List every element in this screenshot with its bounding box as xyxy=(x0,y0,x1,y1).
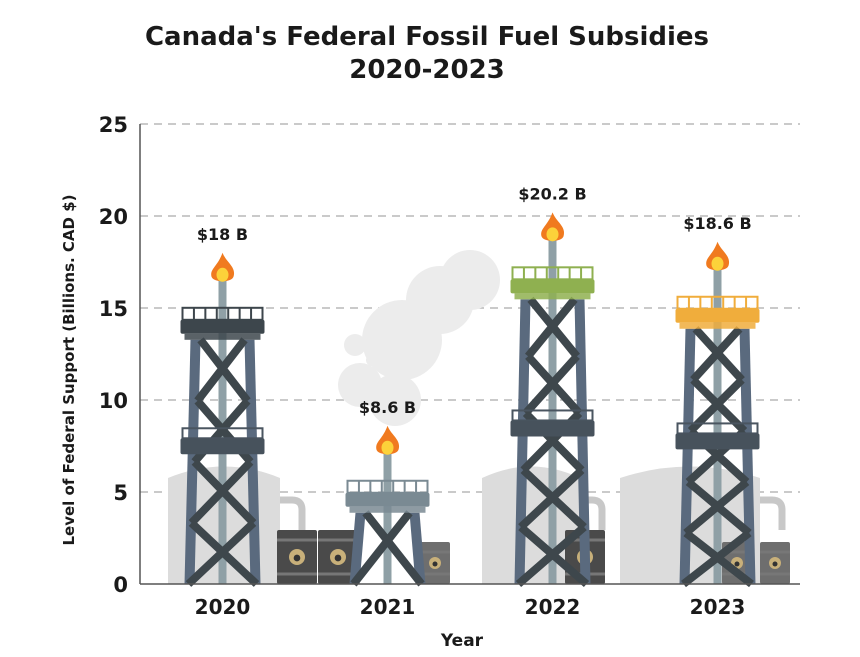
chart-subtitle: 2020-2023 xyxy=(349,55,505,85)
oil-drop xyxy=(734,561,740,567)
oil-drop xyxy=(772,561,778,567)
y-tick-label: 0 xyxy=(113,573,128,597)
derrick-leg xyxy=(679,328,696,584)
cross-brace xyxy=(522,353,580,416)
platform-deck xyxy=(180,319,265,334)
cross-brace xyxy=(683,478,750,537)
y-tick-label: 15 xyxy=(99,297,128,321)
derrick-leg xyxy=(349,512,366,584)
smoke-cloud xyxy=(440,250,500,310)
y-tick-label: 25 xyxy=(99,113,128,137)
smoke-cloud xyxy=(344,334,366,356)
platform-base xyxy=(184,333,261,340)
derrick-leg xyxy=(574,299,591,584)
pipe xyxy=(760,496,786,530)
smoke-cloud xyxy=(369,374,421,426)
drill-pipe xyxy=(713,269,722,584)
chart-title: Canada's Federal Fossil Fuel Subsidies xyxy=(145,22,709,52)
data-label: $18.6 B xyxy=(683,214,751,233)
platform-base xyxy=(514,293,591,300)
mid-platform xyxy=(675,433,760,450)
y-tick-label: 5 xyxy=(113,481,128,505)
background-scenery xyxy=(168,250,790,584)
x-tick-label: 2021 xyxy=(360,595,416,619)
platform-deck xyxy=(345,492,430,507)
cross-brace xyxy=(362,510,425,587)
data-label: $8.6 B xyxy=(359,398,416,417)
oil-drop xyxy=(432,561,438,567)
cross-brace xyxy=(515,524,587,588)
smoke-cloud xyxy=(366,354,378,366)
flame-core xyxy=(381,440,394,455)
derrick-leg xyxy=(409,512,426,584)
bar-derrick-2020: $18 B xyxy=(180,225,265,587)
platform-deck xyxy=(510,279,595,294)
derrick-leg xyxy=(184,339,201,584)
cross-brace xyxy=(194,337,248,404)
oil-drop xyxy=(293,554,301,562)
cross-brace xyxy=(188,459,254,526)
y-tick-label: 10 xyxy=(99,389,128,413)
derrick-leg xyxy=(514,299,531,584)
platform-deck xyxy=(675,308,760,323)
derrick-leg xyxy=(739,328,756,584)
bar-derrick-2021: $8.6 B xyxy=(345,398,430,587)
oil-drop xyxy=(334,554,342,562)
pipe xyxy=(280,496,306,530)
bar-derrick-2023: $18.6 B xyxy=(675,214,760,588)
cross-brace xyxy=(690,326,743,383)
pipe xyxy=(580,496,606,530)
cross-brace xyxy=(524,296,578,359)
mid-platform xyxy=(510,420,595,437)
bar-derrick-2022: $20.2 B xyxy=(510,184,595,588)
cross-brace xyxy=(681,529,752,588)
data-label: $20.2 B xyxy=(518,184,586,203)
y-tick-label: 20 xyxy=(99,205,128,229)
data-label: $18 B xyxy=(197,225,248,244)
mid-platform xyxy=(180,438,265,455)
drill-pipe xyxy=(548,240,557,584)
platform-base xyxy=(349,506,426,513)
derrick-leg xyxy=(244,339,261,584)
axes: 0 5 10 15 20 25 2020 2021 2022 2023 xyxy=(99,113,800,619)
x-tick-label: 2020 xyxy=(195,595,251,619)
bars: $18 B $8.6 B $20.2 B $18.6 B xyxy=(180,184,760,588)
cross-brace xyxy=(350,510,413,587)
y-axis-label: Level of Federal Support (Billions. CAD … xyxy=(60,194,78,545)
cross-brace xyxy=(185,520,257,587)
cross-brace xyxy=(518,467,585,530)
x-tick-label: 2023 xyxy=(690,595,746,619)
flame-core xyxy=(546,227,559,242)
flame-core xyxy=(711,256,724,271)
platform-base xyxy=(679,322,756,329)
x-tick-label: 2022 xyxy=(525,595,581,619)
drill-pipe xyxy=(383,453,392,584)
flame-core xyxy=(216,267,229,282)
x-axis-label: Year xyxy=(440,631,484,651)
cross-brace xyxy=(687,376,745,434)
